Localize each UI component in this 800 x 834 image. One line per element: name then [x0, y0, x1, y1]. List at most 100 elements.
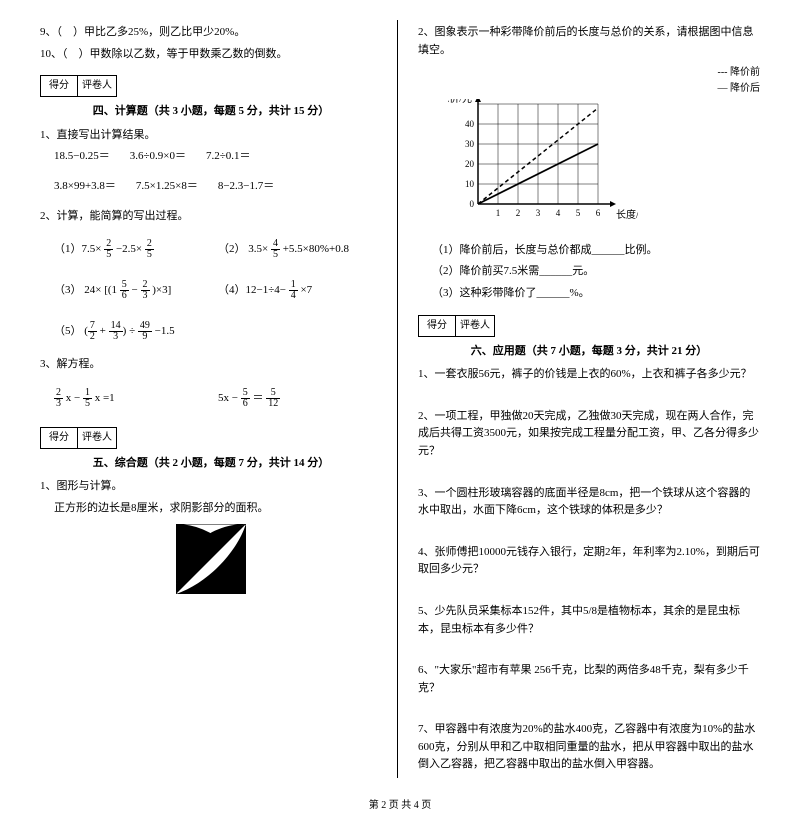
- question-10: 10、（ ）甲数除以乙数，等于甲数乘乙数的倒数。: [40, 46, 382, 64]
- app-q7: 7、甲容器中有浓度为20%的盐水400克，乙容器中有浓度为10%的盐水600克，…: [418, 721, 760, 774]
- txt: （4）12−1÷4−: [218, 284, 286, 296]
- txt: （3）: [54, 284, 82, 296]
- square-arc-icon: [176, 524, 246, 594]
- app-q5: 5、少先队员采集标本152件，其中5/8是植物标本，其余的是昆虫标本，昆虫标本有…: [418, 603, 760, 638]
- s4-e1: 23 x − 15 x =1: [54, 388, 218, 409]
- grader-label: 评卷人: [78, 428, 116, 448]
- s4-q2: 2、计算，能简算的写出过程。: [40, 208, 382, 226]
- score-box-sec5: 得分 评卷人: [40, 427, 117, 449]
- svg-text:40: 40: [465, 119, 475, 129]
- s4-eq-row1: 18.5−0.25＝ 3.6÷0.9×0＝ 7.2÷0.1＝: [54, 148, 382, 166]
- svg-text:3: 3: [536, 208, 541, 218]
- score-label: 得分: [41, 76, 78, 96]
- fraction-icon: 499: [138, 321, 152, 342]
- question-9: 9、（ ）甲比乙多25%，则乙比甲少20%。: [40, 24, 382, 42]
- fraction-icon: 56: [241, 388, 250, 409]
- fraction-icon: 56: [120, 280, 129, 301]
- line-chart-icon: 40 30 20 10 0 1 2 3 4 5 6 总价/元 长度/米: [448, 99, 638, 229]
- txt: [(1: [104, 284, 117, 296]
- txt: 24×: [84, 284, 101, 296]
- txt: ×7: [300, 284, 312, 296]
- score-label: 得分: [41, 428, 78, 448]
- txt: x −: [66, 392, 80, 404]
- s4-e2: 5x − 56 ＝ 512: [218, 388, 382, 409]
- txt: )×3]: [152, 284, 171, 296]
- grader-label: 评卷人: [456, 316, 494, 336]
- shaded-shape: [40, 524, 382, 601]
- left-column: 9、（ ）甲比乙多25%，则乙比甲少20%。 10、（ ）甲数除以乙数，等于甲数…: [40, 20, 398, 778]
- s4-p3: （3） 24× [(1 56 − 23 )×3]: [54, 280, 218, 301]
- s4-p1: （1）7.5× 25 −2.5× 25: [54, 239, 218, 260]
- app-q3: 3、一个圆柱形玻璃容器的底面半径是8cm，把一个铁球从这个容器的水中取出，水面下…: [418, 485, 760, 520]
- s4-p2: （2） 3.5× 45 +5.5×80%+0.8: [218, 239, 382, 260]
- txt: ＝: [252, 392, 263, 404]
- txt: 5x −: [218, 392, 238, 404]
- eq: 7.5×1.25×8＝: [136, 178, 198, 196]
- svg-text:20: 20: [465, 159, 475, 169]
- s5-q1b: 正方形的边长是8厘米，求阴影部分的面积。: [54, 500, 382, 518]
- section-5-title: 五、综合题（共 2 小题，每题 7 分，共计 14 分）: [40, 455, 382, 473]
- app-q4: 4、张师傅把10000元钱存入银行，定期2年，年利率为2.10%，到期后可取回多…: [418, 544, 760, 579]
- svg-text:2: 2: [516, 208, 521, 218]
- svg-text:5: 5: [576, 208, 581, 218]
- r-sub2: （2）降价前买7.5米需______元。: [432, 263, 760, 281]
- eq: 8−2.3−1.7＝: [218, 178, 274, 196]
- app-q2: 2、一项工程，甲独做20天完成，乙独做30天完成，现在两人合作，完成后共得工资3…: [418, 408, 760, 461]
- fraction-icon: 15: [83, 388, 92, 409]
- app-q1: 1、一套衣服56元，裤子的价钱是上衣的60%，上衣和裤子各多少元？: [418, 366, 760, 384]
- fraction-icon: 23: [54, 388, 63, 409]
- txt: x =1: [95, 392, 115, 404]
- r-sub3: （3）这种彩带降价了______%。: [432, 285, 760, 303]
- eq: 7.2÷0.1＝: [206, 148, 251, 166]
- s4-p5: （5） (72 + 143) ÷ 499 −1.5: [54, 321, 218, 342]
- eq: 18.5−0.25＝: [54, 148, 110, 166]
- r-sub1: （1）降价前后，长度与总价都成______比例。: [432, 242, 760, 260]
- eq: 3.6÷0.9×0＝: [130, 148, 186, 166]
- score-label: 得分: [419, 316, 456, 336]
- txt: 3.5×: [248, 243, 268, 255]
- fraction-icon: 45: [271, 239, 280, 260]
- svg-text:长度/米: 长度/米: [616, 208, 638, 221]
- txt: ÷: [129, 325, 135, 337]
- svg-text:0: 0: [470, 199, 475, 209]
- txt: +: [100, 325, 106, 337]
- s4-q3: 3、解方程。: [40, 356, 382, 374]
- txt: −1.5: [155, 325, 175, 337]
- txt: （5）: [54, 325, 82, 337]
- s4-equations: 23 x − 15 x =1 5x − 56 ＝ 512: [54, 378, 382, 419]
- txt: +5.5×80%+0.8: [283, 243, 349, 255]
- s4-q1: 1、直接写出计算结果。: [40, 127, 382, 145]
- score-box-sec6: 得分 评卷人: [418, 315, 495, 337]
- s4-p4: （4）12−1÷4− 14 ×7: [218, 280, 382, 301]
- svg-text:1: 1: [496, 208, 501, 218]
- grader-label: 评卷人: [78, 76, 116, 96]
- page-footer: 第 2 页 共 4 页: [40, 798, 760, 814]
- legend-before: --- 降价前: [718, 67, 761, 78]
- fraction-icon: 512: [266, 388, 280, 409]
- legend-after: — 降价后: [718, 83, 761, 94]
- r-q2: 2、图象表示一种彩带降价前后的长度与总价的关系，请根据图中信息填空。: [418, 24, 760, 59]
- right-column: 2、图象表示一种彩带降价前后的长度与总价的关系，请根据图中信息填空。 --- 降…: [418, 20, 760, 778]
- s4-problems: （1）7.5× 25 −2.5× 25 （2） 3.5× 45 +5.5×80%…: [54, 229, 382, 352]
- fraction-icon: 25: [104, 239, 113, 260]
- fraction-icon: 23: [141, 280, 150, 301]
- svg-text:4: 4: [556, 208, 561, 218]
- svg-text:10: 10: [465, 179, 475, 189]
- section-4-title: 四、计算题（共 3 小题，每题 5 分，共计 15 分）: [40, 103, 382, 121]
- fraction-icon: 25: [145, 239, 154, 260]
- score-box-sec4: 得分 评卷人: [40, 75, 117, 97]
- app-q6: 6、"大家乐"超市有苹果 256千克，比梨的两倍多48千克，梨有多少千克？: [418, 662, 760, 697]
- fraction-icon: 143: [109, 321, 123, 342]
- txt: （1）7.5×: [54, 243, 101, 255]
- svg-text:6: 6: [596, 208, 601, 218]
- txt: −2.5×: [116, 243, 142, 255]
- price-chart: --- 降价前 — 降价后: [448, 65, 760, 236]
- svg-text:30: 30: [465, 139, 475, 149]
- s4-eq-row2: 3.8×99+3.8＝ 7.5×1.25×8＝ 8−2.3−1.7＝: [54, 178, 382, 196]
- txt: （2）: [218, 243, 246, 255]
- s5-q1: 1、图形与计算。: [40, 478, 382, 496]
- chart-legend: --- 降价前 — 降价后: [448, 65, 760, 97]
- fraction-icon: 14: [289, 280, 298, 301]
- eq: 3.8×99+3.8＝: [54, 178, 116, 196]
- fraction-icon: 72: [88, 321, 97, 342]
